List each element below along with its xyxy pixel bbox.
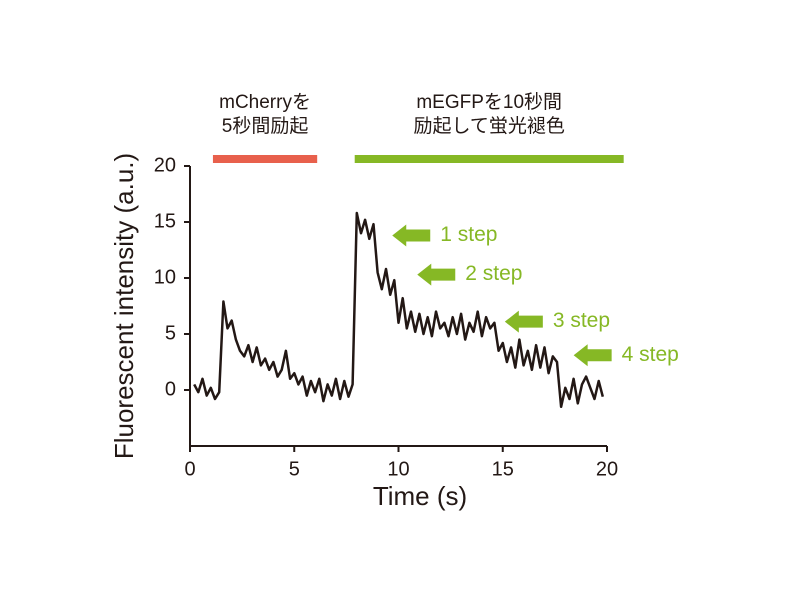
- step-arrow: [573, 344, 612, 367]
- y-tick-label: 20: [154, 154, 176, 176]
- x-tick-label: 0: [184, 458, 195, 480]
- y-axis-title: Fluorescent intensity (a.u.): [109, 153, 139, 459]
- step-label: 2 step: [465, 262, 522, 285]
- excitation-label: mCherryを: [219, 92, 311, 113]
- y-tick-label: 0: [165, 378, 176, 400]
- step-arrow: [392, 224, 431, 247]
- excitation-bar: [212, 155, 318, 163]
- step-label: 4 step: [622, 343, 679, 366]
- excitation-label: mEGFPを10秒間: [416, 91, 562, 113]
- excitation-label: 励起して蛍光褪色: [413, 115, 564, 137]
- x-tick-label: 20: [596, 458, 618, 480]
- excitation-bar: [354, 155, 624, 163]
- y-tick-label: 10: [154, 266, 176, 288]
- x-tick-label: 15: [492, 458, 514, 480]
- x-axis-title: Time (s): [373, 481, 467, 511]
- excitation-label: 5秒間励起: [222, 115, 309, 137]
- x-tick-label: 10: [387, 458, 409, 480]
- step-arrow: [417, 263, 456, 286]
- data-line: [193, 211, 605, 409]
- y-tick-label: 15: [154, 210, 176, 232]
- y-tick-label: 5: [165, 322, 176, 344]
- step-arrow: [504, 310, 543, 333]
- step-label: 1 step: [440, 223, 497, 246]
- x-tick-label: 5: [289, 458, 300, 480]
- step-label: 3 step: [553, 309, 610, 332]
